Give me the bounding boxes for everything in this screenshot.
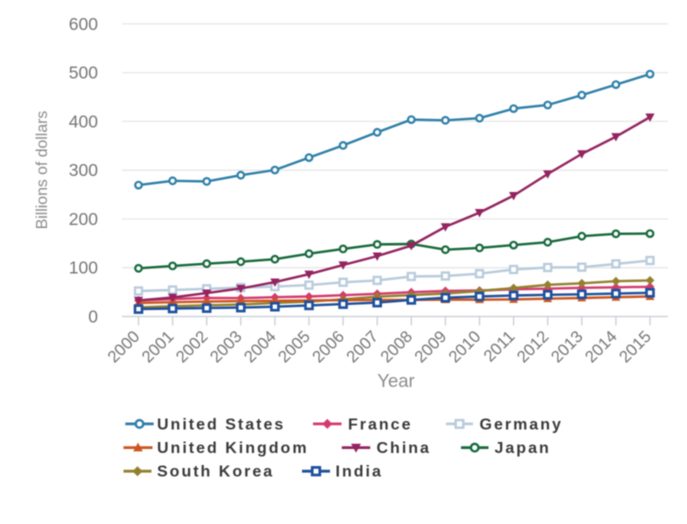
- svg-text:United States: United States: [157, 416, 285, 433]
- svg-text:2001: 2001: [138, 327, 178, 367]
- svg-text:South Korea: South Korea: [157, 464, 274, 481]
- svg-text:2002: 2002: [172, 327, 212, 367]
- svg-text:China: China: [377, 440, 431, 457]
- svg-text:2013: 2013: [547, 327, 587, 367]
- svg-text:500: 500: [69, 63, 98, 83]
- svg-text:2015: 2015: [615, 327, 655, 367]
- svg-text:0: 0: [88, 307, 98, 327]
- svg-text:2006: 2006: [308, 327, 348, 367]
- svg-text:2014: 2014: [581, 327, 621, 367]
- svg-text:2009: 2009: [411, 327, 451, 367]
- svg-text:2005: 2005: [274, 327, 314, 367]
- svg-text:2012: 2012: [513, 327, 553, 367]
- svg-text:Year: Year: [377, 370, 414, 391]
- svg-text:2011: 2011: [480, 327, 519, 366]
- svg-text:600: 600: [69, 14, 98, 34]
- svg-text:Billions of dollars: Billions of dollars: [34, 111, 51, 230]
- svg-text:2004: 2004: [240, 327, 280, 367]
- svg-text:200: 200: [69, 209, 98, 229]
- svg-text:India: India: [336, 464, 383, 481]
- svg-text:Japan: Japan: [495, 440, 551, 457]
- svg-text:300: 300: [69, 160, 98, 180]
- svg-text:2007: 2007: [342, 327, 382, 367]
- svg-text:Germany: Germany: [480, 416, 563, 433]
- svg-text:2008: 2008: [377, 327, 417, 367]
- svg-text:France: France: [348, 416, 412, 433]
- svg-text:2000: 2000: [104, 327, 144, 367]
- svg-text:2003: 2003: [206, 327, 246, 367]
- svg-text:100: 100: [69, 258, 98, 278]
- svg-text:2010: 2010: [445, 327, 485, 367]
- svg-text:United Kingdom: United Kingdom: [157, 440, 309, 457]
- svg-text:400: 400: [69, 111, 98, 131]
